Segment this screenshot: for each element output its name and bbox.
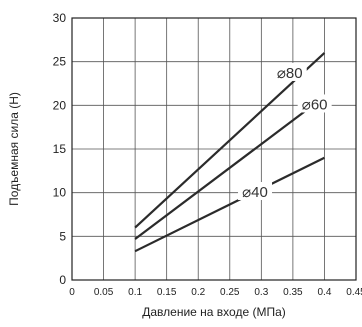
y-tick-label: 20	[53, 98, 67, 112]
y-tick-label: 15	[53, 142, 67, 156]
x-tick-label: 0.3	[254, 287, 268, 298]
y-tick-label: 30	[53, 11, 67, 25]
series-line	[134, 95, 326, 240]
x-tick-label: 0.45	[346, 287, 362, 298]
x-tick-label: 0.25	[220, 287, 240, 298]
series-label: ⌀80	[277, 65, 303, 82]
plot-frame	[71, 17, 357, 281]
series-line	[134, 52, 326, 229]
y-tick-label: 10	[53, 186, 67, 200]
x-tick-label: 0	[69, 287, 75, 298]
x-tick-label: 0.15	[157, 287, 177, 298]
x-axis-ticks: 0 0.05 0.1 0.15 0.2 0.25 0.3 0.35 0.4 0.45	[69, 287, 362, 298]
series-label: ⌀60	[302, 96, 328, 113]
x-tick-label: 0.4	[317, 287, 331, 298]
x-tick-label: 0.05	[94, 287, 114, 298]
y-axis-label: Подъемная сила (Н)	[7, 92, 21, 206]
series-label-bg	[272, 62, 307, 81]
series-labels: ⌀80 ⌀60 ⌀40	[238, 62, 332, 201]
chart-grid	[72, 18, 356, 280]
x-axis-label: Давление на входе (МПа)	[142, 305, 286, 319]
y-tick-label: 0	[59, 273, 66, 287]
series-lines	[134, 52, 326, 253]
series-label: ⌀40	[242, 184, 268, 201]
series-label-bg	[238, 181, 273, 200]
x-tick-label: 0.2	[191, 287, 205, 298]
series-line	[134, 156, 325, 253]
x-tick-label: 0.1	[128, 287, 142, 298]
series-label-bg	[297, 94, 332, 113]
y-tick-label: 25	[53, 55, 67, 69]
y-tick-label: 5	[59, 229, 66, 243]
x-tick-label: 0.35	[283, 287, 303, 298]
y-axis-ticks: 0 5 10 15 20 25 30	[53, 11, 67, 287]
